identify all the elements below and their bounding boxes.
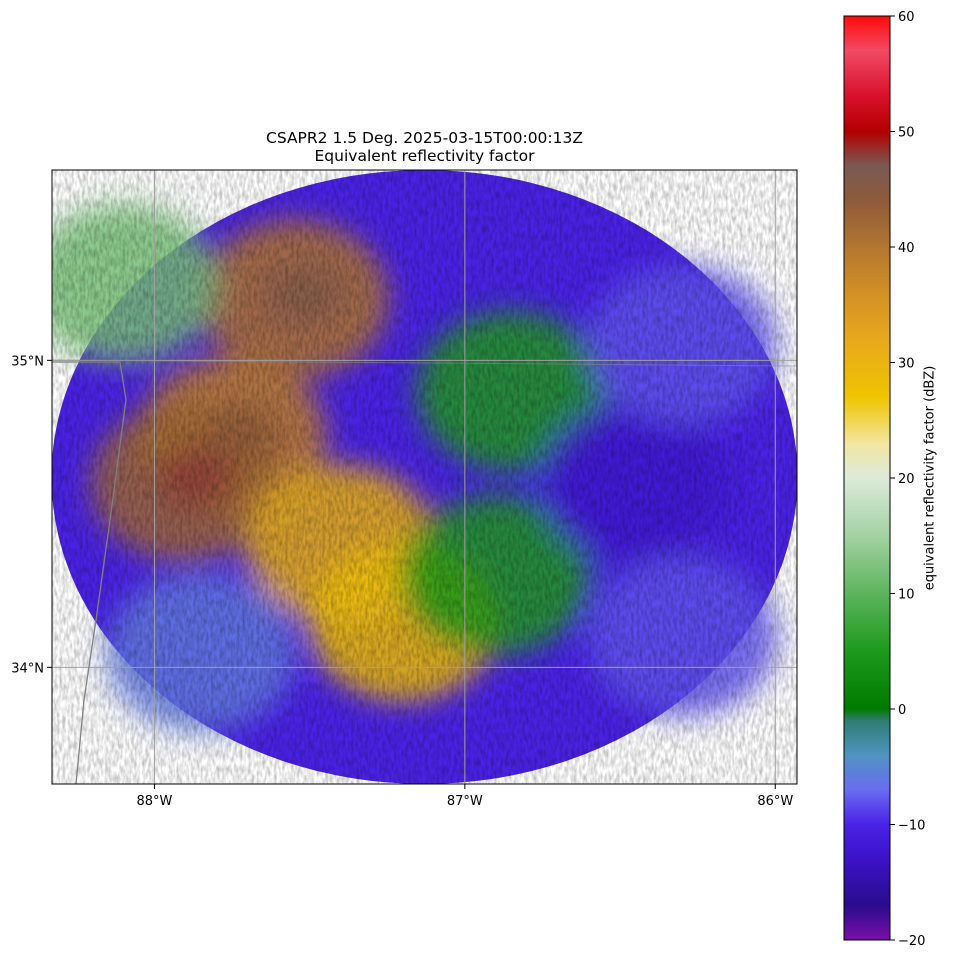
x-axis-ticks: 88°W 87°W 86°W	[136, 784, 793, 809]
colorbar-tick-label: −20	[898, 934, 925, 949]
colorbar-ticks: −20 −10 0 10 20 30 40 50 60	[890, 10, 925, 949]
colorbar-tick-label: 20	[898, 472, 915, 487]
colorbar-tick-label: 60	[898, 10, 915, 25]
colorbar-tick-label: 40	[898, 241, 915, 256]
radar-sweep	[28, 170, 797, 784]
colorbar-gradient	[844, 16, 890, 940]
colorbar-tick-label: 50	[898, 126, 915, 141]
colorbar-tick-label: 0	[898, 703, 906, 718]
x-tick-label: 87°W	[447, 794, 483, 809]
speckle-texture	[52, 170, 798, 784]
colorbar-tick-label: −10	[898, 819, 925, 834]
y-axis-ticks: 35°N 34°N	[11, 354, 52, 676]
colorbar: −20 −10 0 10 20 30 40 50 60	[844, 10, 925, 949]
chart-subtitle: Equivalent reflectivity factor	[52, 147, 797, 165]
chart-title: CSAPR2 1.5 Deg. 2025-03-15T00:00:13Z	[52, 129, 797, 147]
colorbar-label: equivalent reflectivity factor (dBZ)	[923, 366, 938, 591]
x-tick-label: 88°W	[136, 794, 172, 809]
x-tick-label: 86°W	[757, 794, 793, 809]
y-tick-label: 34°N	[11, 661, 44, 676]
colorbar-tick-label: 30	[898, 357, 915, 372]
colorbar-tick-label: 10	[898, 588, 915, 603]
map-axes: 88°W 87°W 86°W 35°N 34°N	[11, 170, 797, 809]
y-tick-label: 35°N	[11, 354, 44, 369]
